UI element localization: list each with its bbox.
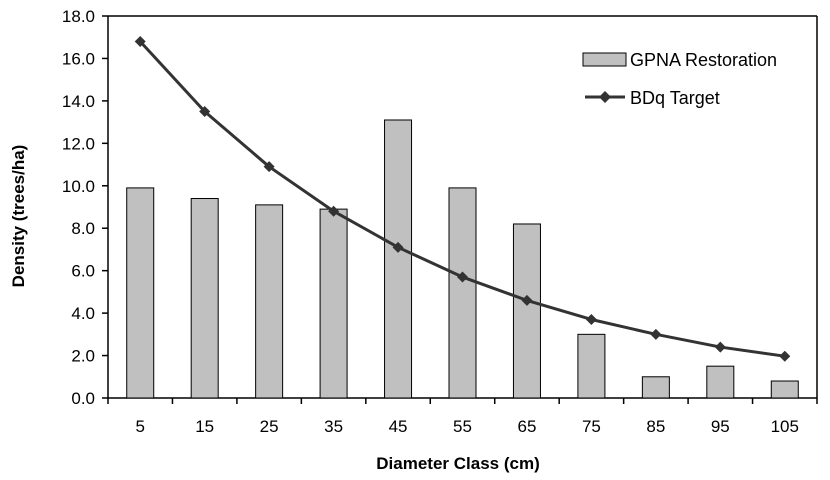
x-tick-label: 75 [582, 417, 601, 436]
line-marker [521, 294, 533, 306]
bar [577, 333, 606, 399]
bar [319, 208, 348, 399]
line-marker [134, 35, 146, 47]
y-axis: 0.0 2.0 4.0 6.0 8.0 10.0 12.0 14.0 16.0 18.0 [62, 7, 109, 408]
x-axis: 5 15 25 35 45 55 65 75 85 95 105 [107, 397, 818, 436]
x-tick-label: 25 [260, 417, 279, 436]
x-tick-label: 95 [711, 417, 730, 436]
y-axis-title: Density (trees/ha) [9, 145, 28, 288]
bar [770, 380, 799, 399]
y-tick-label: 0.0 [71, 389, 95, 408]
y-tick-label: 12.0 [62, 134, 95, 153]
legend: GPNA Restoration BDq Target [582, 50, 777, 108]
bar [126, 187, 155, 399]
y-tick-label: 8.0 [71, 219, 95, 238]
y-tick-label: 6.0 [71, 262, 95, 281]
legend-marker-diamond [599, 91, 611, 103]
x-tick-label: 85 [646, 417, 665, 436]
x-tick-label: 15 [195, 417, 214, 436]
y-tick-label: 14.0 [62, 92, 95, 111]
bar-series [126, 119, 799, 399]
legend-label-line: BDq Target [630, 88, 720, 108]
bar [641, 376, 670, 399]
bar [255, 204, 284, 399]
line-series [134, 35, 791, 362]
y-tick-label: 18.0 [62, 7, 95, 26]
x-axis-title: Diameter Class (cm) [376, 454, 539, 473]
line-marker [714, 341, 726, 353]
line-marker [650, 328, 662, 340]
line-marker [457, 271, 468, 283]
bar [448, 187, 477, 399]
legend-swatch-bar [582, 52, 627, 67]
line-marker [585, 313, 597, 325]
bar [512, 223, 541, 399]
bar [384, 119, 413, 399]
x-tick-label: 5 [135, 417, 144, 436]
line-marker [263, 161, 275, 173]
y-tick-label: 10.0 [62, 177, 95, 196]
x-tick-label: 45 [389, 417, 408, 436]
plot-area [108, 15, 818, 398]
y-tick-label: 4.0 [71, 304, 95, 323]
y-tick-label: 2.0 [71, 347, 95, 366]
bar [706, 365, 735, 399]
line-marker [328, 205, 340, 217]
x-tick-label: 55 [453, 417, 472, 436]
y-tick-label: 16.0 [62, 49, 95, 68]
legend-label-bar: GPNA Restoration [630, 50, 777, 70]
x-tick-label: 35 [324, 417, 343, 436]
line-marker [392, 241, 404, 253]
line-marker [779, 350, 791, 362]
x-tick-label: 105 [771, 417, 799, 436]
bar [190, 198, 219, 399]
line-marker [199, 106, 211, 117]
x-tick-label: 65 [517, 417, 536, 436]
